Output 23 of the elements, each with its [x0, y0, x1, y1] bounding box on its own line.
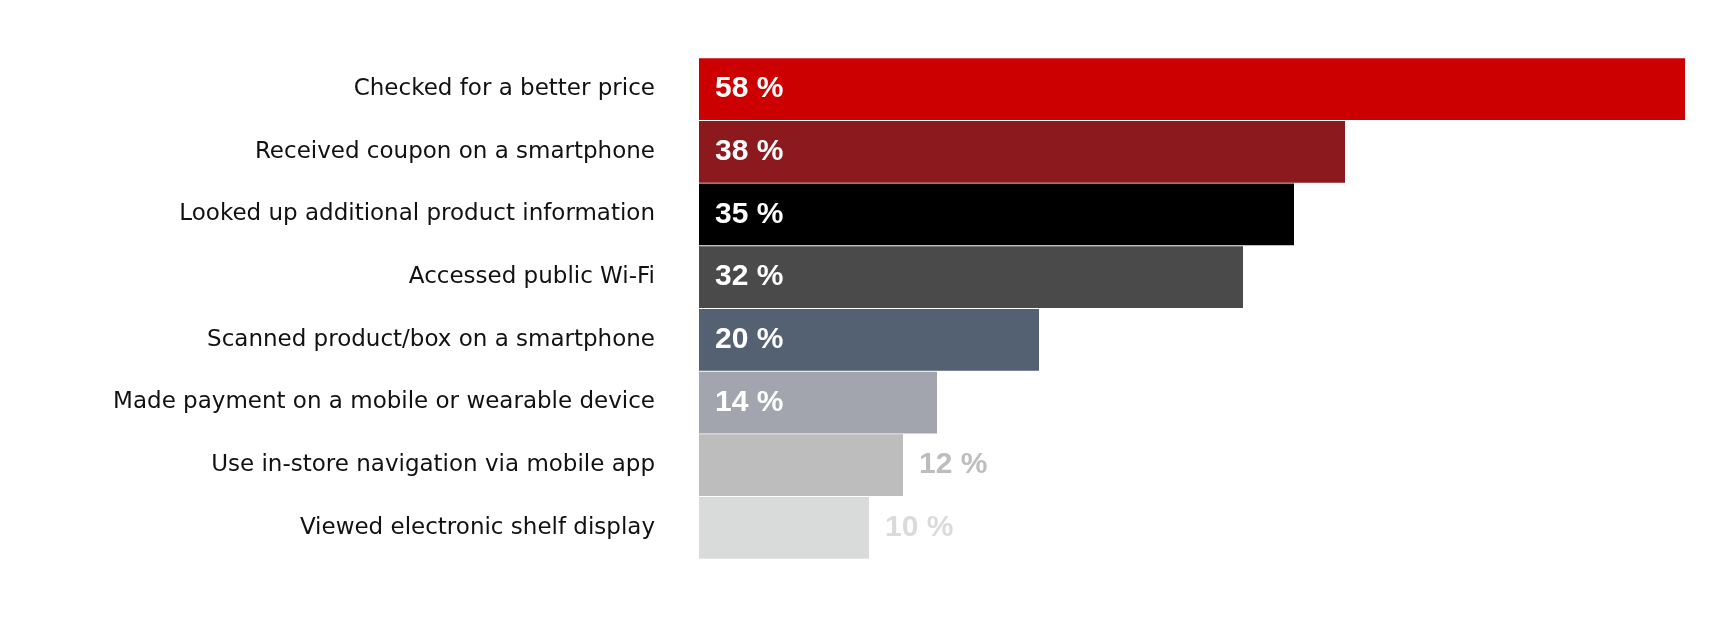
bar — [699, 183, 1294, 246]
data-label: 12 % — [919, 446, 988, 480]
bar — [699, 308, 1039, 371]
bar — [699, 246, 1243, 309]
data-label: 32 % — [715, 258, 784, 292]
bar — [699, 497, 869, 559]
y-tick-label: Use in-store navigation via mobile app — [211, 450, 655, 477]
data-label: 14 % — [715, 383, 784, 417]
bar — [699, 371, 937, 434]
y-tick-label: Looked up additional product information — [179, 199, 655, 226]
y-tick-label: Received coupon on a smartphone — [254, 136, 655, 163]
bar — [699, 434, 903, 497]
y-tick-label: Viewed electronic shelf display — [299, 512, 655, 539]
y-tick-label: Accessed public Wi-Fi — [408, 262, 655, 289]
y-tick-label: Checked for a better price — [353, 74, 655, 101]
bar — [699, 58, 1685, 121]
data-label: 20 % — [715, 321, 784, 355]
y-tick-label: Made payment on a mobile or wearable device — [113, 387, 655, 414]
y-tick-label: Scanned product/box on a smartphone — [207, 324, 655, 351]
data-label: 38 % — [715, 133, 784, 167]
data-label: 35 % — [715, 195, 784, 229]
bar — [699, 120, 1345, 183]
data-label: 58 % — [715, 70, 784, 104]
